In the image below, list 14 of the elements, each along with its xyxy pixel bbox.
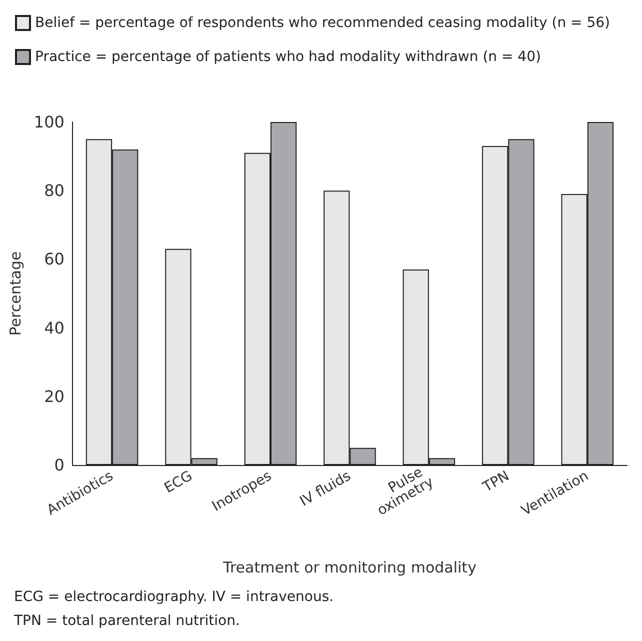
x-tick-label: TPN — [480, 468, 512, 496]
y-tick-label: 80 — [44, 181, 64, 200]
legend-label: Practice = percentage of patients who had modality withdrawn (n = 40) — [35, 49, 541, 65]
legend-label: Belief = percentage of respondents who recommended ceasing modality (n = 56) — [35, 15, 610, 31]
y-tick-label: 100 — [34, 112, 64, 132]
x-axis-title: Treatment or monitoring modality — [222, 558, 477, 576]
text: TPN = total parenteral nutrition. — [13, 613, 240, 629]
x-tick-label: ECG — [162, 468, 196, 497]
y-tick-label: 0 — [54, 456, 64, 474]
y-axis-title: Percentage — [6, 251, 24, 336]
text: ECG = electrocardiography. IV = intravenous. — [14, 589, 334, 605]
y-tick-label: 40 — [44, 318, 64, 338]
y-tick-label: 20 — [44, 386, 64, 406]
y-tick-label: 60 — [44, 250, 64, 269]
